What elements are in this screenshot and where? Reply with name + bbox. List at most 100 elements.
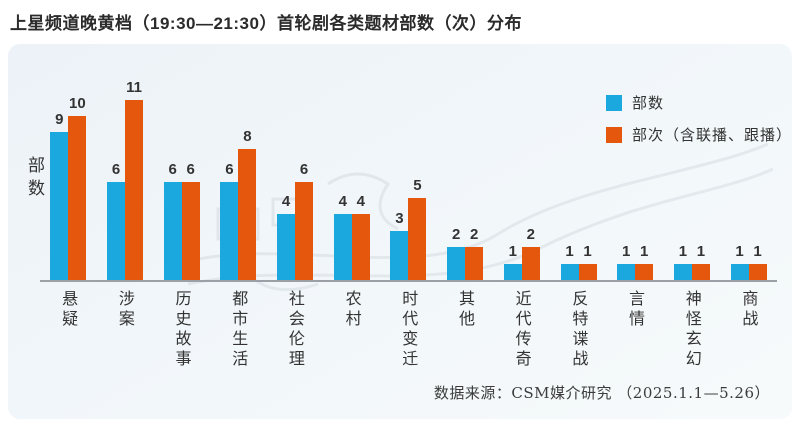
bar-value-label: 8 xyxy=(243,127,252,145)
bar-value-label: 2 xyxy=(526,226,536,244)
category-label: 都市生活 xyxy=(229,290,249,370)
y-axis-label: 部数 xyxy=(24,156,44,202)
bar-value-label: 1 xyxy=(583,242,592,260)
bar-value-label: 1 xyxy=(622,242,631,260)
data-source-note: 数据来源：CSM媒介研究 （2025.1.1—5.26） xyxy=(433,384,770,402)
series2-bar-13: 1 xyxy=(748,243,767,280)
series1-bar-1: 9 xyxy=(50,111,69,280)
series2-bar-1: 10 xyxy=(68,95,87,280)
series1-bar-10: 1 xyxy=(560,243,579,280)
bar-value-label: 4 xyxy=(356,193,365,211)
series1-bar-8: 2 xyxy=(447,226,466,280)
category-label: 社会伦理 xyxy=(285,290,305,370)
category-label: 悬疑 xyxy=(59,290,79,330)
series1-bar-13: 1 xyxy=(730,243,749,280)
bar-value-label: 4 xyxy=(281,193,291,211)
bar-value-label: 9 xyxy=(55,111,64,129)
category-cell-8: 其他 xyxy=(437,290,494,370)
category-label: 商战 xyxy=(739,290,759,330)
bar-value-label: 6 xyxy=(186,160,195,178)
bar-value-label: 1 xyxy=(565,242,574,260)
category-cell-5: 社会伦理 xyxy=(267,290,324,370)
category-cell-10: 反特谍战 xyxy=(550,290,607,370)
category-label: 时代变迁 xyxy=(399,290,419,370)
series2-bar-12: 1 xyxy=(691,243,710,280)
category-label: 涉案 xyxy=(115,290,135,330)
bar-value-label: 1 xyxy=(696,242,706,260)
category-cell-2: 涉案 xyxy=(97,290,154,370)
bar-value-label: 1 xyxy=(735,242,744,260)
series1-bar-7: 3 xyxy=(390,210,409,280)
category-label: 神怪玄幻 xyxy=(682,290,702,370)
series2-bar-11: 1 xyxy=(635,243,654,280)
series2-bar-5: 6 xyxy=(295,161,314,280)
category-label: 反特谍战 xyxy=(569,290,589,370)
bar-value-label: 5 xyxy=(413,177,422,194)
series2-bar-6: 4 xyxy=(351,193,370,280)
category-cell-6: 农村 xyxy=(323,290,380,370)
bar-value-label: 6 xyxy=(299,160,309,178)
category-cell-3: 历史故事 xyxy=(153,290,210,370)
bar-value-label: 1 xyxy=(753,242,762,260)
page-title: 上星频道晚黄档（19:30—21:30）首轮剧各类题材部数（次）分布 xyxy=(10,14,522,33)
series1-bar-6: 4 xyxy=(333,193,352,280)
series2-bar-4: 8 xyxy=(238,128,257,280)
category-cell-13: 商战 xyxy=(720,290,777,370)
category-label: 其他 xyxy=(455,290,475,330)
series2-bar-2: 11 xyxy=(125,79,144,280)
bar-value-label: 6 xyxy=(111,160,121,178)
bar-value-label: 11 xyxy=(126,78,142,96)
x-axis-line xyxy=(40,280,777,282)
bar-value-label: 2 xyxy=(469,226,479,244)
bar-value-label: 6 xyxy=(225,160,234,178)
series1-bar-5: 4 xyxy=(277,193,296,280)
bar-group-1: 9 10 xyxy=(40,44,97,280)
legend-label-series1: 部数 xyxy=(632,94,665,112)
legend-item-series2: 部次（含联播、跟播） xyxy=(606,124,792,145)
series2-bar-9: 2 xyxy=(521,226,540,280)
series1-bar-3: 6 xyxy=(163,161,182,280)
series1-bar-2: 6 xyxy=(107,161,126,280)
bar-value-label: 10 xyxy=(69,95,86,112)
category-cell-11: 言情 xyxy=(607,290,664,370)
series1-bar-12: 1 xyxy=(673,243,692,280)
category-axis: 悬疑 涉案 历史故事 都市生活 社会伦理 农村 时代变迁 其他 近代传奇 反特谍战 言情 神怪玄幻 商战 xyxy=(40,290,777,370)
series1-swatch-icon xyxy=(606,94,622,111)
category-cell-7: 时代变迁 xyxy=(380,290,437,370)
legend-label-series2: 部次（含联播、跟播） xyxy=(632,126,792,144)
series2-swatch-icon xyxy=(606,126,622,143)
category-cell-9: 近代传奇 xyxy=(494,290,551,370)
bar-value-label: 1 xyxy=(508,242,518,260)
series1-bar-4: 6 xyxy=(220,161,239,280)
category-label: 历史故事 xyxy=(172,290,192,370)
legend: 部数 部次（含联播、跟播） xyxy=(606,92,792,145)
series2-bar-3: 6 xyxy=(181,161,200,280)
bar-value-label: 6 xyxy=(168,160,177,178)
series1-bar-11: 1 xyxy=(617,243,636,280)
series2-bar-10: 1 xyxy=(578,243,597,280)
category-cell-4: 都市生活 xyxy=(210,290,267,370)
bar-value-label: 4 xyxy=(338,193,347,211)
series2-bar-8: 2 xyxy=(465,226,484,280)
bar-value-label: 3 xyxy=(395,209,404,227)
category-cell-1: 悬疑 xyxy=(40,290,97,370)
series1-bar-9: 1 xyxy=(503,243,522,280)
legend-item-series1: 部数 xyxy=(606,92,792,113)
bar-value-label: 1 xyxy=(678,242,688,260)
category-label: 农村 xyxy=(342,290,362,330)
bar-plot-area: 9 10 6 11 6 6 6 8 4 6 4 4 3 5 2 2 1 2 1 1 1 1 1 1 1 1 xyxy=(40,44,777,280)
bar-value-label: 2 xyxy=(451,226,461,244)
category-label: 近代传奇 xyxy=(512,290,532,370)
category-label: 言情 xyxy=(626,290,646,330)
